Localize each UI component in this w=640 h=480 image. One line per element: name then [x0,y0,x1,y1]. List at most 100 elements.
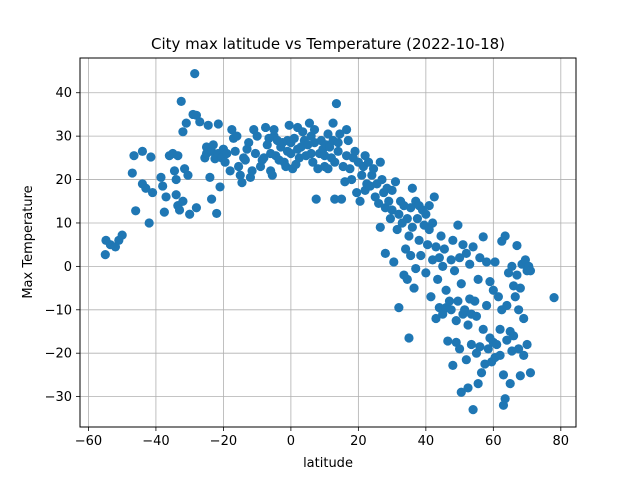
data-point [117,230,127,240]
x-tick-label: 0 [287,434,295,449]
chart-title: City max latitude vs Temperature (2022-1… [151,35,505,53]
data-point [448,360,458,370]
data-point [421,209,431,219]
data-point [355,196,365,206]
data-point [385,214,396,224]
data-point [174,205,185,215]
data-point [380,248,390,258]
data-point [431,242,441,252]
data-point [412,214,423,224]
x-axis-label: latitude [303,456,353,471]
data-point [507,261,517,271]
x-tick-label: 60 [485,434,502,449]
data-point [387,185,397,196]
data-point [522,339,532,350]
data-point [222,148,232,159]
data-point [461,355,471,365]
data-point [390,177,401,187]
data-point [176,96,186,107]
data-point [402,214,412,224]
data-point [431,313,441,324]
y-tick-label: 30 [55,130,72,145]
data-point [178,127,188,137]
data-point [402,274,412,284]
x-tick-label: −20 [210,434,237,449]
data-point [525,368,536,378]
data-point [407,222,417,232]
data-point [394,303,404,313]
data-point [171,190,181,200]
data-point [375,222,385,232]
data-point [439,244,450,254]
data-point [368,164,379,174]
x-tick-label: −40 [142,434,169,449]
data-point [498,370,509,380]
data-point [260,122,271,133]
data-point [446,305,456,315]
data-point [311,194,321,204]
data-point [505,378,515,389]
data-point [512,270,522,280]
y-tick-label: 10 [55,216,72,231]
data-point [468,405,478,415]
y-tick-label: 0 [64,260,72,275]
data-point [330,157,340,167]
data-point [237,177,247,188]
data-point [461,248,471,258]
data-point [454,253,465,263]
data-point [453,296,463,306]
data-point [514,305,524,315]
data-point [463,383,473,393]
data-point [406,203,416,213]
x-tick-label: 20 [350,434,367,449]
data-point [449,266,460,276]
data-point [500,394,510,404]
data-point [336,194,347,204]
data-point [502,300,512,311]
data-point [352,187,362,198]
data-point [444,296,455,306]
data-point [191,203,202,213]
data-point [424,201,434,211]
data-point [156,172,166,182]
data-point [250,148,261,159]
data-point [436,231,446,241]
data-point [475,253,485,263]
data-point [233,161,244,172]
data-point [411,263,421,274]
data-point [512,240,522,251]
data-point [456,387,466,397]
data-point [401,244,411,254]
data-point [483,344,493,354]
data-point [485,276,495,287]
data-point [475,342,485,352]
data-point [508,331,519,341]
data-point [456,279,466,289]
data-point [341,125,352,135]
data-point [323,164,333,174]
data-point [451,316,461,326]
data-point [500,231,510,241]
data-point [215,182,225,192]
data-point [100,250,110,260]
data-point [227,125,237,135]
data-point [525,266,536,276]
data-point [127,168,137,178]
data-point [232,131,242,141]
data-point [466,339,477,350]
data-point [213,119,223,129]
data-point [146,152,156,162]
data-point [363,157,374,167]
data-point [473,274,483,284]
data-point [335,129,345,139]
data-point [515,371,525,381]
data-point [448,235,458,245]
data-point [173,151,183,161]
data-point [478,232,488,242]
data-point [470,296,480,306]
data-point [416,250,426,261]
plot-area-frame [79,57,577,428]
data-point [446,255,456,265]
data-point [298,127,308,137]
